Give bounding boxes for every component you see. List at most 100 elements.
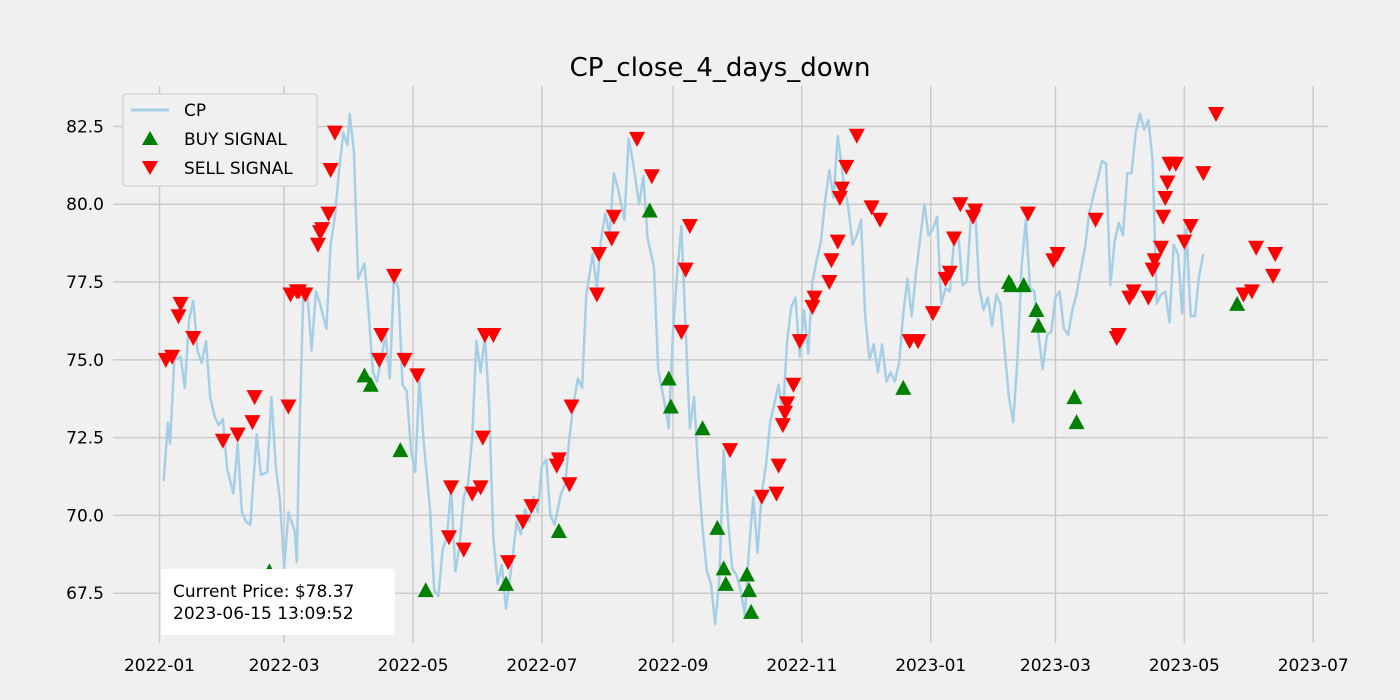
x-tick-label: 2023-05 (1149, 656, 1220, 676)
buy-signal-marker (694, 420, 711, 436)
sell-signal-marker (838, 159, 855, 175)
sell-signal-marker (1243, 284, 1260, 300)
sell-signal-marker (806, 290, 823, 306)
sell-signal-marker (924, 306, 941, 322)
current-timestamp-text: 2023-06-15 13:09:52 (173, 604, 354, 624)
sell-signal-marker (1144, 262, 1161, 278)
sell-signal-marker (768, 486, 785, 502)
x-tick-label: 2022-01 (124, 656, 195, 676)
sell-signal-marker (1155, 209, 1172, 225)
sell-signal-marker (643, 169, 660, 185)
buy-signal-marker (662, 398, 679, 414)
sell-signal-marker (673, 324, 690, 340)
tick-label-layer: 67.5 70.0 72.5 75.0 77.5 80.0 82.5 2022-01 2022-… (66, 117, 1349, 676)
sell-signal-marker (722, 443, 739, 459)
buy-signal-marker (362, 376, 379, 392)
y-tick-label: 75.0 (66, 351, 104, 371)
legend-entry-buy: BUY SIGNAL (184, 130, 287, 150)
legend-entry-cp: CP (184, 101, 206, 121)
buy-signal-marker (1229, 295, 1246, 311)
sell-signal-marker (409, 368, 426, 384)
x-tick-label: 2022-05 (378, 656, 449, 676)
sell-signal-marker (164, 349, 181, 365)
legend-box (122, 93, 318, 187)
y-tick-label: 70.0 (66, 506, 104, 526)
sell-signal-marker (371, 352, 388, 368)
sell-signal-marker (588, 287, 605, 303)
sell-signal-marker (785, 377, 802, 393)
sell-signal-marker (1140, 290, 1157, 306)
sell-signal-marker (320, 206, 337, 222)
current-price-box-bg (161, 569, 395, 635)
sell-signal-marker (591, 247, 607, 263)
sell-signal-marker (1267, 247, 1284, 263)
sell-signal-marker (677, 262, 694, 278)
sell-signal-marker (863, 200, 880, 216)
y-tick-label: 77.5 (66, 273, 104, 293)
legend: CP BUY SIGNAL SELL SIGNAL (122, 93, 318, 187)
price-line-layer (162, 112, 1205, 626)
current-price-text: Current Price: $78.37 (173, 582, 354, 602)
sell-signal-marker (373, 327, 390, 343)
sell-signal-marker (779, 396, 796, 412)
sell-signal-marker (1125, 284, 1142, 300)
x-tick-label: 2022-09 (637, 656, 708, 676)
sell-signal-marker (681, 219, 698, 235)
buy-signal-marker (498, 575, 515, 591)
sell-signal-marker (322, 163, 339, 179)
sell-signal-marker (791, 334, 808, 350)
sell-signal-marker (214, 433, 231, 449)
buy-signal-marker (1068, 414, 1085, 430)
x-tick-label: 2023-07 (1278, 656, 1349, 676)
sell-signal-marker (485, 327, 502, 343)
sell-signal-marker (753, 489, 770, 505)
sell-signal-marker (834, 181, 850, 197)
sell-signal-marker (1087, 212, 1104, 228)
sell-signal-marker (1019, 206, 1036, 222)
sell-signal-marker (1159, 175, 1176, 191)
sell-signal-marker (246, 390, 263, 406)
buy-signal-marker (741, 582, 758, 598)
x-tick-label: 2022-07 (506, 656, 577, 676)
buy-signal-marker (709, 519, 726, 535)
sell-signal-marker (1153, 240, 1170, 256)
sell-signal-marker (967, 203, 984, 219)
sell-signal-marker (1146, 253, 1163, 269)
signal-marker-layer (157, 107, 1284, 619)
sell-signal-marker (297, 287, 314, 303)
sell-signal-marker (1176, 234, 1193, 250)
buy-signal-marker (356, 367, 373, 383)
y-tick-label: 80.0 (66, 195, 104, 215)
buy-signal-marker (392, 442, 409, 458)
x-tick-label: 2022-11 (766, 656, 837, 676)
sell-signal-marker (1182, 219, 1199, 235)
sell-signal-marker (326, 125, 343, 141)
legend-entry-sell: SELL SIGNAL (184, 159, 293, 179)
buy-signal-marker (417, 582, 434, 598)
sell-signal-marker (386, 268, 403, 284)
sell-signal-marker (523, 499, 540, 515)
sell-signal-marker (550, 452, 567, 468)
sell-signal-marker (910, 334, 927, 350)
sell-signal-marker (1167, 156, 1184, 172)
sell-signal-marker (314, 222, 331, 238)
sell-signal-marker (941, 265, 958, 281)
sell-signal-marker (1235, 287, 1252, 303)
sell-signal-marker (440, 530, 457, 546)
buy-signal-marker (1015, 277, 1032, 293)
buy-signal-marker (641, 202, 658, 218)
sell-signal-marker (514, 514, 531, 530)
buy-signal-marker (1030, 317, 1047, 333)
buy-signal-marker (1003, 277, 1020, 293)
buy-signal-marker (1066, 389, 1083, 405)
buy-signal-marker (743, 603, 760, 619)
sell-signal-marker (872, 212, 889, 228)
buy-signal-marker (660, 370, 677, 386)
sell-signal-marker (464, 486, 481, 502)
sell-signal-marker (1110, 327, 1127, 343)
sell-signal-marker (945, 231, 962, 247)
chart-title: CP_close_4_days_down (570, 53, 871, 83)
sell-signal-marker (443, 480, 460, 496)
sell-signal-marker (561, 477, 578, 493)
